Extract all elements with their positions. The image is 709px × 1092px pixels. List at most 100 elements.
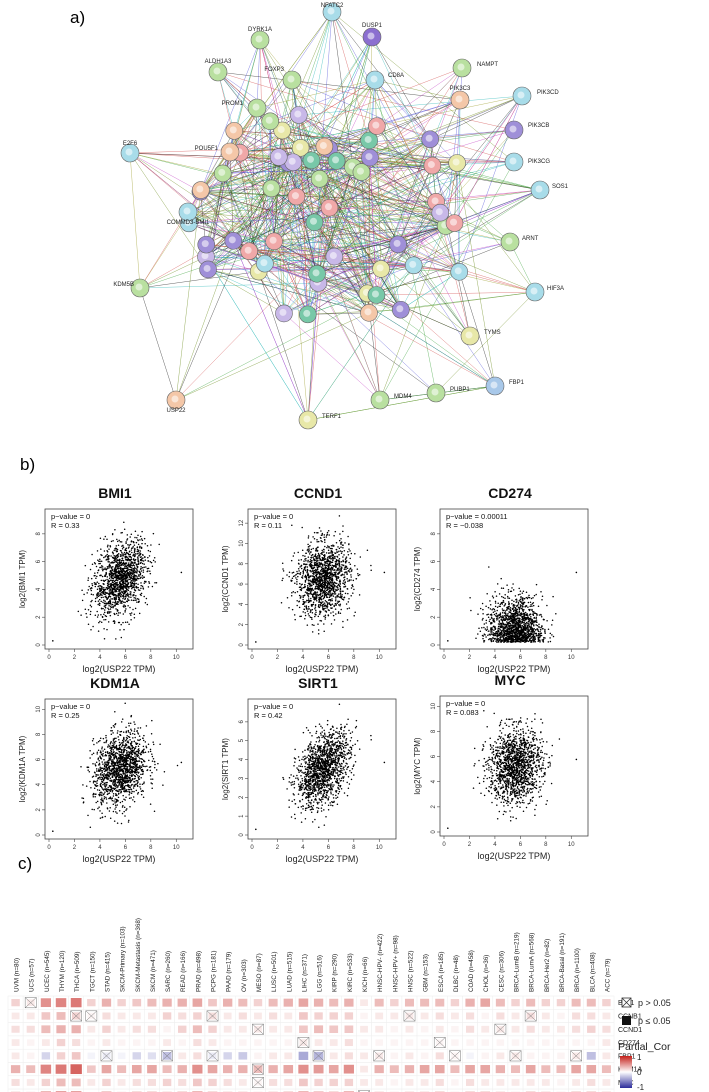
network-node-highlight (319, 142, 327, 150)
scatter-point (133, 597, 135, 599)
network-edge (400, 291, 536, 310)
scatter-point (325, 595, 328, 597)
scatter-point (313, 537, 316, 540)
scatter-point (517, 603, 520, 605)
scatter-point (146, 567, 149, 570)
network-edge (371, 36, 433, 166)
scatter-point (492, 607, 494, 610)
scatter-point (324, 545, 326, 548)
scatter-point (101, 566, 104, 568)
scatter-point (126, 559, 128, 561)
scatter-point (119, 595, 122, 598)
scatter-point (306, 570, 309, 573)
scatter-point (143, 582, 146, 584)
scatter-point (328, 574, 331, 577)
scatter-point (311, 584, 313, 587)
scatter-point (325, 600, 328, 603)
network-node-highlight (218, 168, 226, 176)
scatter-point (131, 565, 133, 567)
scatter-point (315, 559, 317, 562)
network-edge (400, 271, 460, 310)
scatter-point (325, 605, 327, 607)
scatter-point (103, 550, 106, 552)
scatter-point (533, 636, 536, 638)
scatter-point (532, 597, 534, 599)
scatter-point (99, 620, 101, 623)
scatter-point (117, 593, 120, 595)
scatter-point (299, 615, 301, 618)
scatter-point (105, 615, 108, 618)
scatter-point (318, 599, 320, 601)
scatter-point (490, 640, 493, 642)
scatter-point (111, 556, 114, 559)
scatter-point (124, 590, 126, 592)
scatter-point (304, 605, 306, 608)
scatter-point (342, 544, 344, 546)
scatter-point (525, 621, 528, 624)
scatter-point (505, 618, 507, 620)
network-edge (283, 166, 354, 314)
p-value-label: p−value = 0 (254, 512, 293, 521)
scatter-point (115, 564, 117, 566)
scatter-point (114, 570, 117, 573)
scatter-point (331, 578, 334, 580)
scatter-point (128, 550, 131, 553)
scatter-point (330, 547, 333, 550)
scatter-point (307, 594, 309, 597)
scatter-point (131, 572, 133, 575)
scatter-point (544, 632, 546, 634)
scatter-point (334, 582, 337, 584)
scatter-point (507, 635, 510, 638)
network-node-label: PIK3CB (528, 123, 549, 129)
scatter-point (314, 591, 316, 593)
scatter-point (478, 627, 480, 630)
scatter-point (113, 582, 116, 585)
scatter-point (507, 589, 510, 591)
scatter-point (301, 526, 303, 529)
scatter-point (111, 532, 114, 535)
scatter-point (535, 616, 538, 618)
network-edge (361, 171, 399, 245)
network-edge (200, 191, 399, 245)
scatter-point (311, 612, 314, 614)
network-edge (368, 140, 402, 310)
scatter-point (319, 611, 322, 614)
scatter-point (137, 549, 140, 551)
scatter-point (315, 568, 317, 571)
network-node-label: USP22 (166, 408, 186, 414)
scatter-point (309, 563, 311, 566)
scatter-point (330, 550, 333, 553)
scatter-point (470, 609, 472, 612)
scatter-point (140, 547, 143, 550)
scatter-point (130, 547, 133, 550)
network-edge (175, 312, 370, 401)
scatter-point (116, 575, 118, 577)
network-node-label: TYMS (484, 330, 501, 336)
scatter-point (103, 556, 105, 559)
scatter-point (315, 561, 318, 563)
network-edge (205, 160, 312, 257)
scatter-point (346, 578, 348, 580)
scatter-point (351, 584, 353, 587)
scatter-point (326, 571, 329, 573)
scatter-point (340, 560, 343, 563)
scatter-point (308, 549, 310, 552)
network-edge (435, 291, 536, 394)
scatter-point (294, 591, 296, 594)
scatter-point (315, 600, 318, 602)
network-node-highlight (393, 239, 401, 247)
scatter-point (301, 577, 304, 579)
scatter-point (127, 599, 129, 601)
scatter-point (147, 567, 150, 570)
network-edge (331, 11, 370, 141)
scatter-point (319, 594, 321, 596)
scatter-point (125, 555, 127, 558)
scatter-point (508, 624, 510, 627)
scatter-point (506, 633, 508, 636)
scatter-point (494, 628, 497, 630)
network-edge (139, 256, 207, 289)
scatter-point (133, 613, 136, 616)
network-edge (319, 178, 399, 245)
network-edge (205, 244, 399, 257)
